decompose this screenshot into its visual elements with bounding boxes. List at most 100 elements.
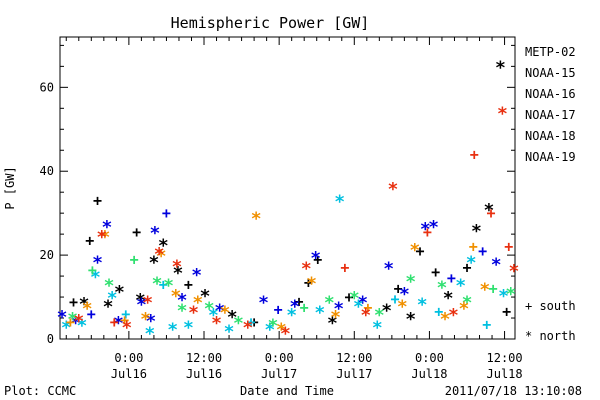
y-axis-label: P [GW] [3,166,17,209]
data-point: * [242,317,253,338]
legend-entry: NOAA-19 [525,150,576,164]
data-point: * [267,315,278,336]
data-point: * [163,275,174,296]
data-point: * [357,292,368,313]
data-point: * [333,299,344,320]
data-point: * [372,317,383,338]
data-point: + [121,305,130,323]
data-point: * [458,299,469,320]
data-point: * [150,223,161,244]
data-point: + [85,231,94,249]
data-point: * [149,252,160,273]
data-point: * [76,315,87,336]
data-point: * [448,305,459,326]
data-point: * [154,244,165,265]
data-point: * [170,286,181,307]
x-tick-sublabel: Jul16 [186,367,222,381]
data-point: + [162,204,171,222]
chart-title: Hemispheric Power [GW] [171,14,370,32]
data-point: * [177,290,188,311]
data-point: * [144,324,155,345]
x-axis-label: Date and Time [240,384,334,398]
data-point: * [152,273,163,294]
data-point: * [191,265,202,286]
data-point: * [135,290,146,311]
data-point: + [304,273,313,291]
data-point: * [211,313,222,334]
data-point: + [66,313,75,331]
data-point: * [428,217,439,238]
data-point: * [360,305,371,326]
data-point: + [130,250,139,268]
data-point: * [57,307,68,328]
data-point: + [486,204,495,222]
data-points: + *++**+****+** ++++*+*+*++*+***+* * +******… [57,57,520,344]
data-point: * [455,275,466,296]
x-tick-label: 0:00 [265,351,294,365]
data-point: + [294,292,303,310]
data-point: * [505,284,516,305]
data-point: * [99,227,110,248]
data-point: * [90,267,101,288]
data-point: + [394,280,403,298]
data-point: + [478,242,487,260]
x-tick-sublabel: Jul18 [487,367,523,381]
data-point: * [483,200,494,221]
data-point: * [462,292,473,313]
y-tick-label: 0 [47,332,54,346]
data-point: * [327,313,338,334]
legend: METP-02 NOAA-15 NOAA-16 NOAA-17 NOAA-18 NOAA-… [525,45,576,164]
data-point: * [264,320,275,341]
data-point: * [104,275,115,296]
data-point: + [502,303,511,321]
data-point: * [374,305,385,326]
y-tick-label: 20 [40,248,54,262]
data-point: * [286,305,297,326]
x-tick-label: 0:00 [114,351,143,365]
data-point: * [103,296,114,317]
data-point: * [142,292,153,313]
data-point: * [114,282,125,303]
data-point: * [192,292,203,313]
data-point: + [423,223,432,241]
data-point: * [491,255,502,276]
timestamp: 2011/07/18 13:10:08 [445,384,582,398]
x-tick-label: 0:00 [415,351,444,365]
data-point: * [479,280,490,301]
x-tick-label: 12:00 [336,351,372,365]
data-point: * [497,104,508,125]
data-point: * [96,227,107,248]
data-point: * [200,286,211,307]
data-point: * [383,259,394,280]
data-point: * [280,324,291,345]
data-point: * [324,292,335,313]
data-point: * [156,246,167,267]
legend-entry: NOAA-15 [525,66,576,80]
data-point: + [246,313,255,331]
data-point: * [417,294,428,315]
data-point: * [301,259,312,280]
data-point: + [447,269,456,287]
data-point: * [227,307,238,328]
data-point: * [145,311,156,332]
data-point: * [495,57,506,78]
data-point: * [177,301,188,322]
data-point: * [70,313,81,334]
data-point: * [219,303,230,324]
data-point: + [250,313,259,331]
data-point: * [509,261,520,282]
data-point: * [214,301,225,322]
data-point: * [251,208,262,229]
data-point: * [334,192,345,213]
legend-entry: NOAA-18 [525,129,576,143]
data-point: + [434,303,443,321]
data-point: + [363,299,372,317]
x-tick-sublabel: Jul16 [111,367,147,381]
data-point: * [102,217,113,238]
data-point: + [120,311,129,329]
data-point: + [184,275,193,293]
data-point: * [107,288,118,309]
data-point: * [121,317,132,338]
data-point: * [183,317,194,338]
